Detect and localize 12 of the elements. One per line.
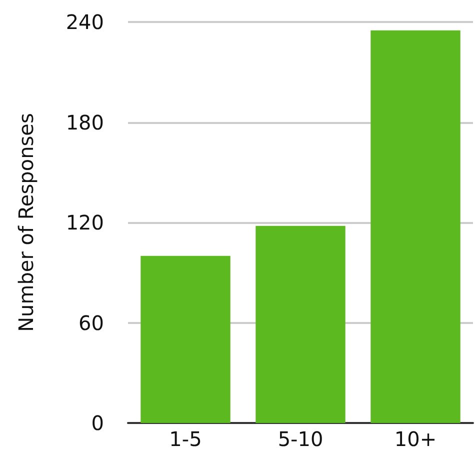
bar [140,256,230,423]
x-tick-label: 1-5 [169,427,202,451]
x-tick-label: 10+ [394,427,437,451]
y-tick-label: 120 [66,210,104,234]
y-tick-label: 0 [91,411,104,435]
y-tick-label: 240 [66,10,104,34]
bar [370,30,460,423]
y-tick-label: 180 [66,110,104,134]
y-axis-title: Number of Responses [14,113,38,332]
x-tick-label: 5-10 [278,427,324,451]
bar [256,226,346,423]
y-tick-label: 60 [78,310,104,335]
